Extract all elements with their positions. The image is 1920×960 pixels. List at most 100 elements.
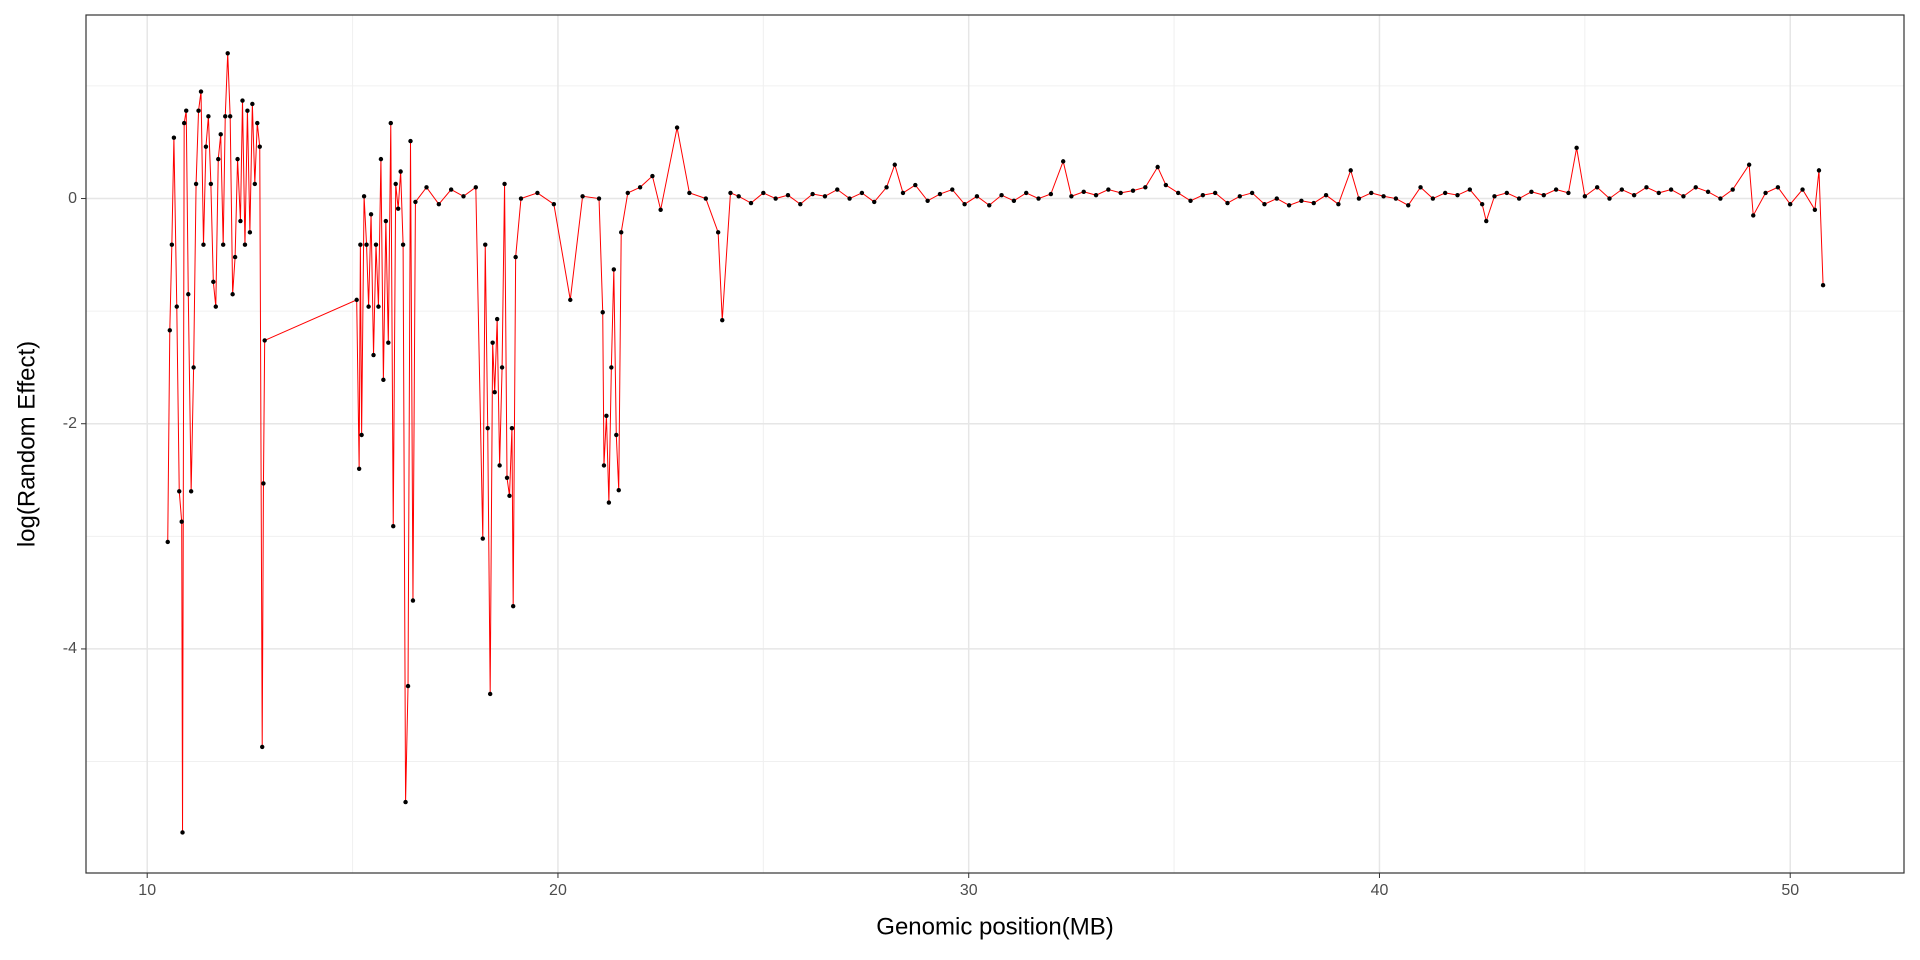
data-point (1060, 159, 1066, 164)
data-point (1348, 168, 1353, 173)
data-point (674, 125, 680, 130)
data-point (242, 242, 248, 247)
data-point (736, 194, 741, 199)
data-point (1582, 194, 1588, 199)
data-point (580, 194, 585, 199)
data-point (1118, 190, 1123, 196)
data-point (748, 200, 754, 206)
data-point (892, 162, 897, 167)
data-point (551, 201, 557, 207)
data-point (1718, 196, 1723, 201)
data-point (761, 190, 766, 196)
x-tick-label: 40 (1371, 882, 1389, 899)
data-point (191, 365, 196, 370)
data-point (1746, 162, 1752, 167)
data-point (1479, 201, 1485, 207)
data-point (658, 207, 663, 212)
data-point (1656, 190, 1661, 196)
data-point (230, 292, 235, 297)
data-line (167, 53, 1824, 833)
data-point (611, 267, 617, 272)
data-point (371, 352, 376, 358)
data-point (884, 185, 889, 190)
data-point (461, 194, 466, 199)
data-point (366, 304, 371, 309)
data-point (361, 194, 367, 199)
plot (165, 51, 1826, 835)
data-point (1594, 185, 1600, 190)
data-point (1336, 201, 1341, 207)
data-point (1644, 185, 1649, 190)
data-point (223, 114, 228, 119)
data-point (235, 156, 240, 162)
data-point (1574, 145, 1579, 151)
data-point (616, 487, 621, 493)
data-point (208, 181, 214, 187)
data-point (1681, 194, 1686, 199)
x-tick-label: 20 (549, 882, 567, 899)
data-point (1130, 188, 1136, 193)
x-tick-label: 50 (1781, 882, 1799, 899)
data-point (167, 328, 172, 333)
data-point (1705, 189, 1711, 194)
panel-border (85, 14, 1905, 874)
data-point (356, 466, 362, 471)
data-point (1788, 201, 1793, 207)
data-point (720, 317, 725, 323)
data-point (1553, 187, 1559, 192)
data-point (424, 185, 429, 190)
data-point (785, 192, 791, 198)
data-point (216, 156, 221, 162)
data-point (999, 192, 1004, 198)
data-point (507, 493, 512, 498)
data-point (509, 426, 515, 431)
data-point (448, 187, 454, 192)
y-axis-label: log(Random Effect) (13, 341, 40, 547)
data-point (1225, 200, 1230, 206)
data-point (358, 242, 363, 247)
data-point (835, 187, 840, 192)
data-point (245, 108, 250, 113)
data-point (1036, 196, 1041, 201)
data-point (218, 132, 223, 137)
data-point (950, 187, 955, 192)
data-point (1311, 200, 1316, 206)
data-point (1800, 187, 1805, 192)
data-point (1820, 283, 1826, 288)
data-point (715, 230, 721, 235)
data-point (180, 830, 185, 835)
data-point (1069, 194, 1074, 199)
data-point (393, 181, 398, 187)
data-point (1751, 213, 1756, 218)
data-point (220, 242, 226, 247)
data-point (232, 254, 238, 260)
data-point (260, 744, 265, 750)
data-point (703, 196, 709, 201)
data-point (773, 196, 778, 201)
data-point (196, 108, 201, 113)
data-point (359, 432, 364, 438)
data-point (1816, 168, 1822, 173)
data-point (859, 190, 865, 196)
data-point (1356, 196, 1362, 201)
data-point (1155, 164, 1160, 170)
x-axis-label: Genomic position(MB) (876, 913, 1113, 940)
data-point (436, 201, 442, 207)
data-point (535, 190, 540, 196)
data-point (974, 194, 980, 199)
data-point (1106, 187, 1111, 192)
data-point (1212, 190, 1218, 196)
data-point (171, 135, 177, 140)
data-point (403, 799, 408, 805)
data-point (1775, 185, 1781, 190)
data-point (1730, 187, 1735, 192)
data-point (188, 489, 194, 494)
data-point (568, 297, 573, 303)
data-point (822, 194, 828, 199)
data-point (937, 191, 943, 197)
data-point (373, 242, 379, 247)
data-point (398, 169, 403, 174)
data-point (174, 304, 179, 309)
data-point (238, 218, 243, 224)
